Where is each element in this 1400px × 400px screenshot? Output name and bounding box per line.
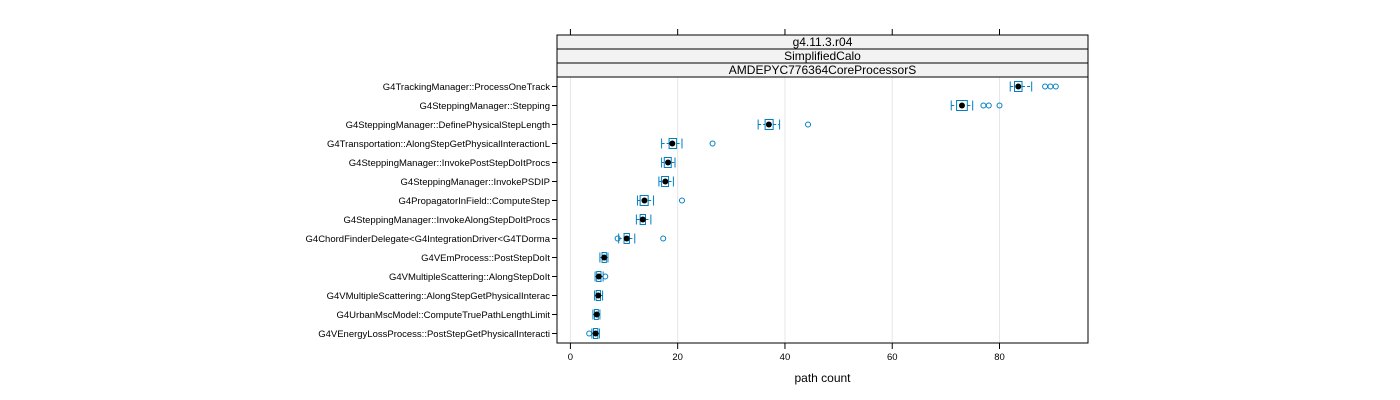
category-label: G4VEmProcess::PostStepDoIt	[421, 253, 550, 264]
median-dot	[595, 292, 602, 299]
box-plot-row	[636, 195, 685, 206]
box-plot-row	[614, 233, 667, 244]
median-dot	[595, 273, 602, 280]
box-iqr	[956, 100, 968, 111]
outlier-point	[1052, 83, 1059, 90]
box-plot-row	[661, 157, 676, 168]
outlier-point	[805, 121, 812, 128]
outlier-point	[678, 197, 685, 204]
category-label: G4SteppingManager::InvokePostStepDoItPro…	[349, 158, 550, 169]
category-label: G4SteppingManager::Stepping	[420, 101, 550, 112]
outlier-point	[1042, 83, 1049, 90]
box-plot-row	[661, 138, 716, 149]
median-dot	[639, 216, 646, 223]
box-iqr	[639, 195, 649, 206]
median-dot	[592, 330, 599, 337]
x-axis: 0 20 40 60 80	[568, 343, 1005, 363]
box-plot-row	[586, 328, 600, 339]
category-label: G4VEnergyLossProcess::PostStepGetPhysica…	[318, 329, 550, 340]
plot-panel-border	[556, 76, 1089, 344]
outlier-point	[614, 235, 621, 242]
gridlines	[569, 77, 1000, 343]
category-labels: G4TrackingManager::ProcessOneTrackG4Step…	[306, 82, 557, 340]
box-plot-row	[950, 100, 1003, 111]
outlier-point	[709, 140, 716, 147]
outlier-point	[602, 273, 609, 280]
category-label: G4ChordFinderDelegate<G4IntegrationDrive…	[306, 234, 551, 245]
box-plot-row	[592, 309, 601, 320]
x-axis-title: path count	[794, 371, 851, 385]
box-iqr	[661, 176, 670, 187]
box-iqr	[1014, 81, 1023, 92]
median-dot	[765, 121, 772, 128]
x-tick-label: 0	[568, 352, 573, 363]
outlier-point	[586, 330, 593, 337]
box-plot-row	[635, 214, 652, 225]
x-tick-label: 40	[780, 352, 791, 363]
category-label: G4Transportation::AlongStepGetPhysicalIn…	[327, 139, 550, 150]
median-dot	[662, 178, 669, 185]
x-tick-label: 60	[887, 352, 898, 363]
category-label: G4VMultipleScattering::AlongStepDoIt	[389, 272, 550, 283]
strip-3-label: AMDEPYC776364CoreProcessorS	[729, 63, 916, 77]
median-dot	[601, 254, 608, 261]
category-label: G4SteppingManager::DefinePhysicalStepLen…	[346, 120, 550, 131]
outlier-point	[985, 102, 992, 109]
median-dot	[1015, 83, 1022, 90]
box-iqr	[663, 157, 672, 168]
category-label: G4UrbanMscModel::ComputeTruePathLengthLi…	[337, 310, 551, 321]
x-tick-label: 80	[994, 352, 1005, 363]
outlier-point	[660, 235, 667, 242]
median-dot	[669, 140, 676, 147]
box-iqr	[668, 138, 678, 149]
top-axis-ticks	[569, 29, 1000, 35]
x-tick-label: 20	[672, 352, 683, 363]
category-label: G4PropagatorInField::ComputeStep	[398, 196, 550, 207]
box-plot-row	[594, 290, 604, 301]
outlier-point	[1047, 83, 1054, 90]
category-label: G4SteppingManager::InvokePSDIP	[401, 177, 550, 188]
box-plot-row	[658, 176, 674, 187]
category-label: G4SteppingManager::InvokeAlongStepDoItPr…	[344, 215, 551, 226]
box-plot-row	[594, 271, 609, 282]
boxes	[586, 81, 1059, 339]
strip-2-label: SimplifiedCalo	[784, 49, 861, 63]
category-label: G4VMultipleScattering::AlongStepGetPhysi…	[327, 291, 551, 302]
box-plot-row	[1009, 81, 1059, 92]
median-dot	[593, 311, 600, 318]
outlier-point	[980, 102, 987, 109]
strip-group: g4.11.3.r04 SimplifiedCalo AMDEPYC776364…	[556, 34, 1089, 78]
median-dot	[623, 235, 630, 242]
median-dot	[665, 159, 672, 166]
box-plot-row	[599, 252, 609, 263]
strip-1-label: g4.11.3.r04	[793, 35, 853, 49]
outlier-point	[996, 102, 1003, 109]
category-label: G4TrackingManager::ProcessOneTrack	[383, 82, 550, 93]
box-iqr	[764, 119, 774, 130]
median-dot	[641, 197, 648, 204]
median-dot	[958, 102, 965, 109]
box-plot-row	[757, 119, 812, 130]
